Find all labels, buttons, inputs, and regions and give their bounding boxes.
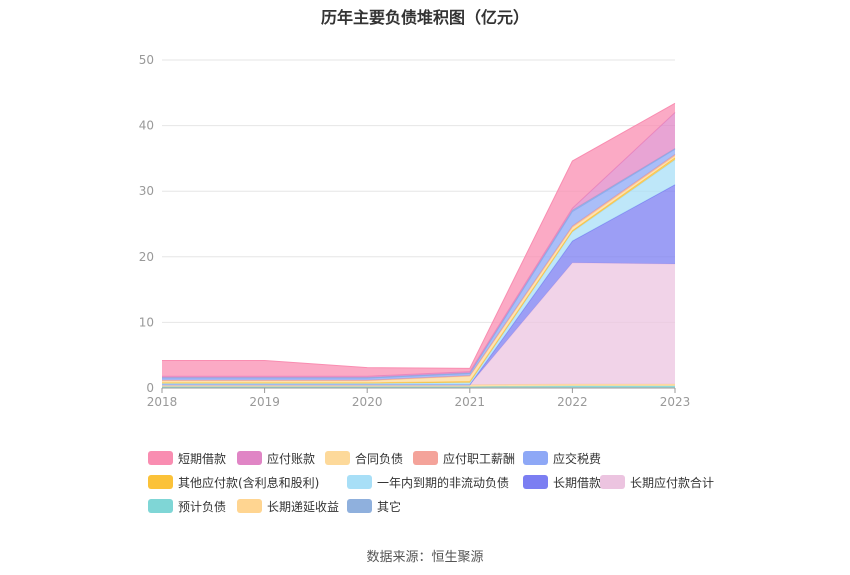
legend-item[interactable]: 一年内到期的非流动负债	[347, 474, 509, 490]
legend-swatch	[148, 499, 173, 513]
legend-item[interactable]: 应交税费	[523, 450, 601, 466]
legend-item[interactable]: 合同负债	[325, 450, 403, 466]
legend-swatch	[347, 475, 372, 489]
legend-item[interactable]: 其他应付款(含利息和股利)	[148, 474, 319, 490]
legend-item[interactable]: 其它	[347, 498, 401, 514]
x-tick-label: 2020	[352, 395, 383, 409]
area-series	[162, 102, 676, 388]
data-source: 数据来源：恒生聚源	[366, 550, 484, 565]
legend-label: 其它	[377, 499, 402, 514]
legend-swatch	[148, 451, 173, 465]
legend-label: 应付账款	[267, 451, 316, 466]
legend-item[interactable]: 长期应付款合计	[600, 474, 714, 490]
x-tick-label: 2021	[455, 395, 486, 409]
legend-label: 长期应付款合计	[630, 475, 715, 490]
x-tick-label: 2019	[249, 395, 280, 409]
line-短期借款	[162, 102, 676, 369]
y-tick-label: 40	[139, 119, 154, 133]
y-tick-label: 20	[139, 250, 154, 264]
legend-label: 长期借款	[553, 475, 602, 490]
legend-label: 其他应付款(含利息和股利)	[178, 475, 320, 490]
x-tick-label: 2023	[660, 395, 691, 409]
area-长期应付款合计	[162, 262, 675, 385]
legend-label: 长期递延收益	[267, 499, 340, 514]
axes: 0 10 20 30 40 50 2018 2019 2020 2021 2022 2023	[139, 53, 691, 409]
legend-label: 预计负债	[178, 499, 227, 514]
legend-item[interactable]: 应付职工薪酬	[413, 450, 515, 466]
y-tick-label: 30	[139, 184, 154, 198]
legend-item[interactable]: 长期递延收益	[237, 498, 339, 514]
y-tick-label: 0	[146, 381, 154, 395]
x-tick-label: 2018	[147, 395, 178, 409]
y-tick-label: 10	[139, 315, 154, 329]
legend-swatch	[523, 451, 548, 465]
legend-item[interactable]: 长期借款	[523, 474, 601, 490]
legend-swatch	[325, 451, 350, 465]
y-tick-label: 50	[139, 53, 154, 67]
legend-label: 短期借款	[178, 451, 227, 466]
legend-label: 应付职工薪酬	[443, 451, 516, 466]
legend-swatch	[237, 451, 262, 465]
legend-item[interactable]: 短期借款	[148, 450, 226, 466]
legend-swatch	[600, 475, 625, 489]
stacked-area-chart: 0 10 20 30 40 50 2018 2019 2020 2021 2022 2023	[139, 53, 691, 409]
legend-swatch	[148, 475, 173, 489]
chart-title: 历年主要负债堆积图（亿元）	[320, 8, 529, 27]
legend-label: 应交税费	[553, 451, 602, 466]
legend-swatch	[237, 499, 262, 513]
legend-label: 合同负债	[355, 451, 404, 466]
x-tick-label: 2022	[557, 395, 588, 409]
legend-item[interactable]: 预计负债	[148, 498, 226, 514]
legend-item[interactable]: 应付账款	[237, 450, 315, 466]
legend-label: 一年内到期的非流动负债	[377, 475, 510, 490]
legend-swatch	[347, 499, 372, 513]
legend-swatch	[523, 475, 548, 489]
legend-swatch	[413, 451, 438, 465]
